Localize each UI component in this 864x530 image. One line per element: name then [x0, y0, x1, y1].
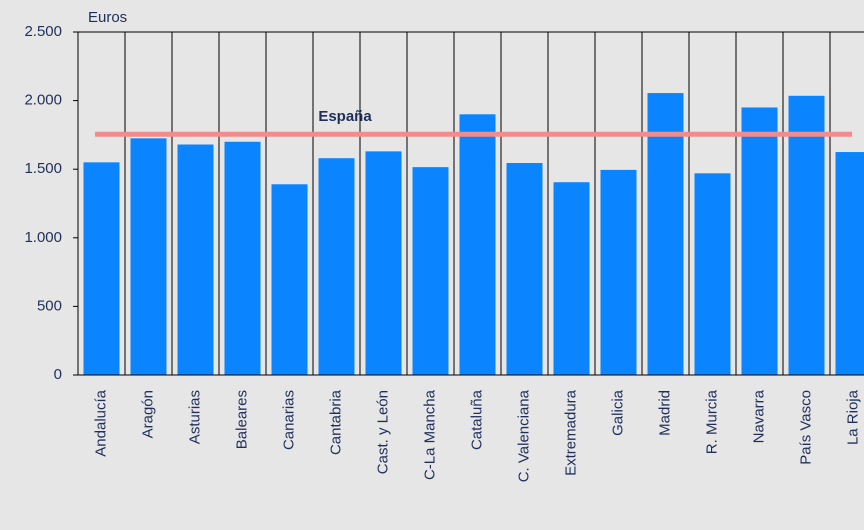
bar [130, 138, 167, 375]
bar [318, 158, 355, 375]
bar [647, 93, 684, 375]
x-tick-label: Cast. y León [374, 390, 391, 474]
x-tick-label: Navarra [750, 389, 767, 443]
reference-label: España [318, 108, 372, 125]
x-tick-label: La Rioja [844, 389, 861, 445]
x-tick-label: País Vasco [797, 390, 814, 465]
bar [83, 162, 120, 375]
bar [506, 163, 543, 375]
bar [365, 151, 402, 375]
bar [224, 141, 261, 375]
x-tick-label: Madrid [656, 390, 673, 436]
y-tick-label: 2.000 [24, 92, 62, 109]
x-tick-label: Cataluña [468, 389, 485, 450]
bar [741, 107, 778, 376]
y-tick-label: 2.500 [24, 23, 62, 40]
x-tick-label: Extremadura [562, 389, 579, 476]
y-tick-label: 1.500 [24, 160, 62, 177]
bar [177, 144, 214, 375]
bar [835, 152, 864, 375]
x-tick-label: Baleares [233, 390, 250, 449]
y-axis-label: Euros [88, 9, 127, 26]
bar [459, 114, 496, 375]
y-tick-label: 1.000 [24, 229, 62, 246]
y-tick-label: 500 [37, 297, 62, 314]
bar [694, 173, 731, 375]
x-tick-label: Aragón [139, 390, 156, 438]
bar [788, 95, 825, 375]
bar [271, 184, 308, 375]
bar [412, 167, 449, 375]
bar [600, 169, 637, 375]
x-tick-label: Asturias [186, 390, 203, 444]
x-tick-label: C-La Mancha [421, 389, 438, 480]
x-tick-label: R. Murcia [703, 389, 720, 454]
x-tick-label: Galicia [609, 389, 626, 436]
x-tick-label: Cantabria [327, 389, 344, 455]
bar [553, 182, 590, 375]
y-tick-label: 0 [54, 366, 62, 383]
x-tick-label: C. Valenciana [515, 389, 532, 482]
x-tick-label: Andalucía [92, 389, 109, 456]
x-tick-label: Canarias [280, 390, 297, 450]
